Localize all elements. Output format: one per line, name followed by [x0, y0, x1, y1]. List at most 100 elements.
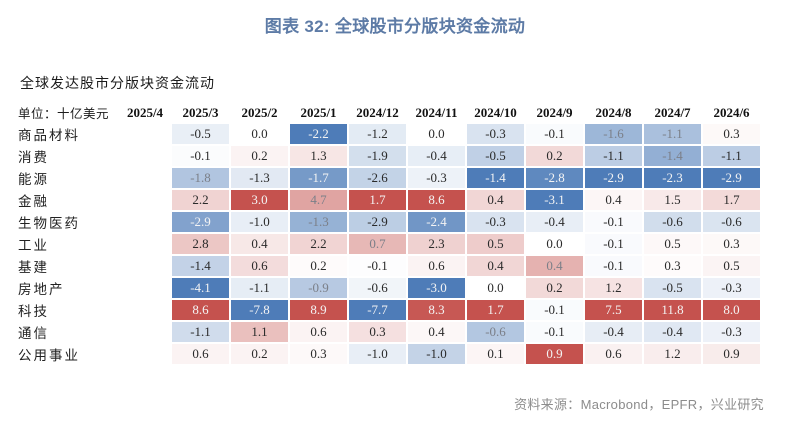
heatmap-cell: -0.6: [703, 212, 760, 232]
heatmap-cell: 1.1: [231, 322, 288, 342]
empty-cell: [120, 146, 170, 166]
heatmap-cell: 0.0: [526, 234, 583, 254]
column-header: 2024/12: [356, 104, 399, 120]
column-header: 2025/2: [241, 104, 278, 120]
empty-cell: [120, 256, 170, 276]
row-label: 商品材料: [18, 128, 80, 143]
heatmap-cell: -1.1: [644, 124, 701, 144]
empty-cell: [120, 124, 170, 144]
heatmap-cell: -0.3: [703, 278, 760, 298]
heatmap-cell: 0.0: [467, 278, 524, 298]
empty-cell: [120, 190, 170, 210]
heatmap-cell: -2.8: [526, 168, 583, 188]
heatmap-cell: 0.5: [703, 256, 760, 276]
heatmap-cell: -3.1: [526, 190, 583, 210]
table-row: 房地产 -4.1 -1.1 -0.9 -0.6 -3.0 0.0 0.2 1.2 -0.5 -0.3: [18, 278, 760, 298]
column-header: 2024/6: [713, 104, 750, 120]
heatmap-cell: 0.6: [585, 344, 642, 364]
heatmap-cell: 7.5: [585, 300, 642, 320]
heatmap-cell: -0.3: [467, 212, 524, 232]
heatmap-cell: 8.6: [172, 300, 229, 320]
column-header: 2025/3: [182, 104, 219, 120]
heatmap-cell: -0.4: [526, 212, 583, 232]
heatmap-cell: -0.9: [290, 278, 347, 298]
heatmap-cell: 1.7: [349, 190, 406, 210]
heatmap-cell: -0.1: [585, 234, 642, 254]
row-label: 基建: [18, 260, 49, 275]
table-body: 商品材料 -0.5 0.0 -2.2 -1.2 0.0 -0.3 -0.1 -1.6 -1.1 0.…: [18, 124, 760, 364]
heatmap-cell: -1.0: [231, 212, 288, 232]
column-header: 2024/9: [536, 104, 573, 120]
heatmap-cell: -2.3: [644, 168, 701, 188]
heatmap-cell: -1.3: [290, 212, 347, 232]
heatmap-cell: 0.0: [408, 124, 465, 144]
heatmap-cell: -1.0: [349, 344, 406, 364]
heatmap-cell: -0.6: [644, 212, 701, 232]
heatmap-cell: 0.5: [467, 234, 524, 254]
column-header: 2024/8: [595, 104, 632, 120]
column-header: 2024/7: [654, 104, 691, 120]
heatmap-cell: 8.0: [703, 300, 760, 320]
heatmap-cell: 0.5: [644, 234, 701, 254]
empty-cell: [120, 322, 170, 342]
figure-title: 图表 32: 全球股市分版块资金流动: [264, 17, 526, 36]
report-figure: 图表 32: 全球股市分版块资金流动 全球发达股市分版块资金流动 单位：十亿美元…: [16, 17, 764, 412]
heatmap-cell: -0.3: [467, 124, 524, 144]
heatmap-cell: 1.3: [290, 146, 347, 166]
heatmap-cell: 0.4: [526, 256, 583, 276]
header-row: 单位：十亿美元 2025/4 2025/3 2025/2 2025/1 2024/12 20…: [18, 103, 760, 122]
heatmap-cell: 1.7: [467, 300, 524, 320]
heatmap-cell: -0.4: [408, 146, 465, 166]
heatmap-cell: 0.6: [172, 344, 229, 364]
heatmap-cell: -2.9: [349, 212, 406, 232]
table-row: 基建 -1.4 0.6 0.2 -0.1 0.6 0.4 0.4 -0.1 0.3 0.5: [18, 256, 760, 276]
heatmap-cell: -1.2: [349, 124, 406, 144]
heatmap-cell: -1.1: [172, 322, 229, 342]
heatmap-cell: -0.1: [349, 256, 406, 276]
column-header: 2025/1: [300, 104, 337, 120]
heatmap-cell: 8.3: [408, 300, 465, 320]
heatmap-cell: 0.9: [703, 344, 760, 364]
heatmap-cell: 0.4: [231, 234, 288, 254]
table-row: 能源 -1.8 -1.3 -1.7 -2.6 -0.3 -1.4 -2.8 -2.9 -2.3 -2…: [18, 168, 760, 188]
column-header: 2024/11: [415, 104, 458, 120]
source-note: 资料来源：Macrobond，EPFR，兴业研究: [514, 397, 764, 412]
heatmap-cell: -1.8: [172, 168, 229, 188]
heatmap-cell: -0.1: [526, 300, 583, 320]
heatmap-cell: -1.7: [290, 168, 347, 188]
heatmap-cell: 0.3: [644, 256, 701, 276]
sector-flows-table: 单位：十亿美元 2025/4 2025/3 2025/2 2025/1 2024/12 20…: [16, 101, 762, 366]
heatmap-cell: -1.1: [703, 146, 760, 166]
heatmap-cell: -1.4: [467, 168, 524, 188]
heatmap-cell: -2.2: [290, 124, 347, 144]
heatmap-cell: -0.3: [703, 322, 760, 342]
heatmap-cell: -1.6: [585, 124, 642, 144]
table-row: 金融 2.2 3.0 4.7 1.7 8.6 0.4 -3.1 0.4 1.5 1.7: [18, 190, 760, 210]
heatmap-cell: 0.4: [467, 256, 524, 276]
heatmap-cell: -1.9: [349, 146, 406, 166]
heatmap-cell: -0.5: [467, 146, 524, 166]
column-header: 2024/10: [474, 104, 517, 120]
heatmap-cell: 3.0: [231, 190, 288, 210]
column-header: 2025/4: [126, 104, 164, 120]
heatmap-cell: -7.7: [349, 300, 406, 320]
empty-cell: [120, 212, 170, 232]
heatmap-cell: -0.4: [585, 322, 642, 342]
empty-cell: [120, 344, 170, 364]
heatmap-cell: 0.6: [290, 322, 347, 342]
heatmap-cell: 0.3: [703, 234, 760, 254]
heatmap-cell: -0.1: [526, 124, 583, 144]
heatmap-cell: -0.5: [644, 278, 701, 298]
heatmap-cell: -0.6: [349, 278, 406, 298]
heatmap-cell: -0.4: [644, 322, 701, 342]
table-row: 通信 -1.1 1.1 0.6 0.3 0.4 -0.6 -0.1 -0.4 -0.4 -0.3: [18, 322, 760, 342]
heatmap-cell: 0.4: [585, 190, 642, 210]
heatmap-cell: -3.0: [408, 278, 465, 298]
row-label: 公用事业: [18, 348, 80, 363]
row-label: 生物医药: [18, 216, 80, 231]
row-label: 房地产: [18, 282, 65, 297]
heatmap-cell: -0.1: [526, 322, 583, 342]
heatmap-cell: 0.2: [526, 278, 583, 298]
heatmap-cell: -2.4: [408, 212, 465, 232]
heatmap-cell: -1.4: [172, 256, 229, 276]
